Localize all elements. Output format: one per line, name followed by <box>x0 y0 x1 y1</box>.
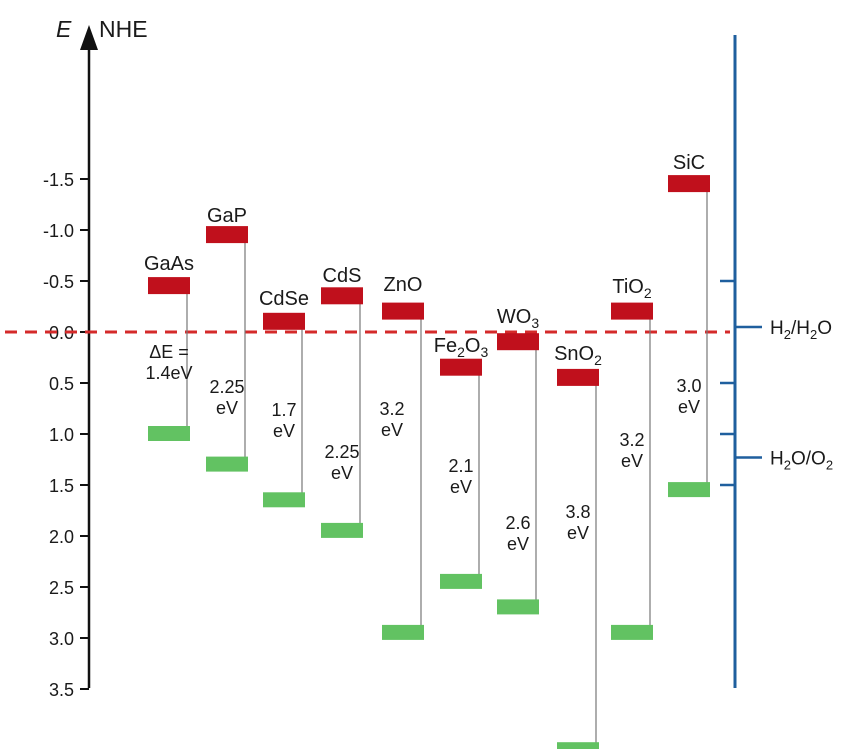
band-gap-label: ΔE = <box>149 342 189 362</box>
band-gap-label: 1.7 <box>271 400 296 420</box>
y-tick-label: -1.5 <box>43 170 74 190</box>
valence-band-bar <box>263 492 305 508</box>
band-gap-label: eV <box>678 397 700 417</box>
y-tick-label: 2.0 <box>49 527 74 547</box>
conduction-band-bar <box>497 333 539 351</box>
band-gap-label: eV <box>567 523 589 543</box>
y-axis-arrow-icon <box>80 25 98 50</box>
y-tick-label: 0.5 <box>49 374 74 394</box>
conduction-band-bar <box>668 175 710 193</box>
band-gap-label: 3.0 <box>676 376 701 396</box>
material-name: SiC <box>673 152 705 174</box>
band-gap-label: 2.25 <box>209 377 244 397</box>
band-gap-label: 2.6 <box>505 513 530 533</box>
conduction-band-bar <box>611 302 653 320</box>
band-gap-label: 3.8 <box>565 502 590 522</box>
material-name: Fe2O3 <box>434 335 489 360</box>
y-tick-label: 1.0 <box>49 425 74 445</box>
valence-band-bar <box>668 482 710 498</box>
valence-band-bar <box>611 624 653 640</box>
material-sic: SiC 3.0eV <box>668 152 710 498</box>
material-name: CdSe <box>259 288 309 310</box>
valence-band-bar <box>321 522 363 538</box>
band-gap-label: eV <box>216 398 238 418</box>
material-fe2: Fe2O3 2.1eV <box>434 335 489 589</box>
y-tick-label: 3.5 <box>49 680 74 700</box>
reference-scale: H2/H2O H2O/O2 <box>720 35 833 688</box>
y-tick-label: 0.0 <box>49 323 74 343</box>
axis-reference: NHE <box>99 16 148 42</box>
valence-band-bar <box>206 456 248 472</box>
material-name: TiO2 <box>612 276 651 301</box>
conduction-band-bar <box>440 358 482 376</box>
material-name: GaAs <box>144 253 194 275</box>
conduction-band-bar <box>321 287 363 305</box>
valence-band-bar <box>497 599 539 615</box>
y-tick-label: 3.0 <box>49 629 74 649</box>
valence-band-bar <box>382 624 424 640</box>
conduction-band-bar <box>148 277 190 295</box>
material-wo3: WO3 2.6eV <box>497 306 539 615</box>
band-gap-label: eV <box>273 421 295 441</box>
band-gap-label: eV <box>507 534 529 554</box>
band-gap-label: eV <box>450 477 472 497</box>
band-gap-label: eV <box>621 451 643 471</box>
band-gap-label: 2.1 <box>448 456 473 476</box>
reference-label: H2/H2O <box>770 318 832 342</box>
material-cdse: CdSe 1.7eV <box>259 288 309 508</box>
conduction-band-bar <box>557 368 599 386</box>
band-gap-label: 3.2 <box>619 430 644 450</box>
valence-band-bar <box>440 573 482 589</box>
material-tio2: TiO2 3.2eV <box>611 276 653 640</box>
band-gap-label: 2.25 <box>324 442 359 462</box>
y-tick-label: -0.5 <box>43 272 74 292</box>
conduction-band-bar <box>382 302 424 320</box>
energy-axis: E NHE <box>56 16 148 688</box>
material-gaas: GaAs ΔE =1.4eV <box>144 253 194 441</box>
y-tick-label: -1.0 <box>43 221 74 241</box>
axis-ticks: -1.5 -1.0 -0.5 0.0 0.5 1.0 1.5 2.0 2.5 3.0 3.5 <box>43 170 89 700</box>
material-sno2: SnO2 3.8eV <box>554 343 602 749</box>
y-tick-label: 1.5 <box>49 476 74 496</box>
material-name: ZnO <box>384 274 423 296</box>
material-name: CdS <box>323 265 362 287</box>
material-name: GaP <box>207 205 247 227</box>
conduction-band-bar <box>263 312 305 330</box>
valence-band-bar <box>148 426 190 441</box>
material-zno: ZnO 3.2eV <box>379 274 424 640</box>
y-tick-label: 2.5 <box>49 578 74 598</box>
material-name: SnO2 <box>554 343 602 368</box>
band-gap-label: eV <box>381 420 403 440</box>
band-gap-label: 1.4eV <box>145 363 192 383</box>
valence-band-bar <box>557 742 599 749</box>
reference-label: H2O/O2 <box>770 448 833 472</box>
band-gap-label: eV <box>331 463 353 483</box>
band-gap-label: 3.2 <box>379 399 404 419</box>
axis-symbol: E <box>56 16 72 42</box>
conduction-band-bar <box>206 226 248 244</box>
material-name: WO3 <box>497 306 539 331</box>
